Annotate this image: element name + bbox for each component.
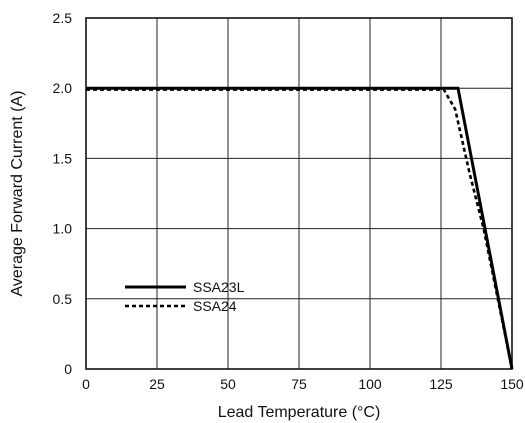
y-tick-label: 1.5 [53, 150, 73, 166]
grid [85, 17, 513, 370]
y-tick-label: 2.0 [53, 80, 73, 96]
x-tick-label: 125 [429, 376, 453, 392]
x-tick-labels: 0 25 50 75 100 125 150 [82, 376, 524, 392]
series-line-ssa23l [86, 86, 514, 370]
x-axis-label: Lead Temperature (°C) [218, 404, 381, 421]
y-axis-label: Average Forward Current (A) [9, 91, 26, 297]
series-group [86, 86, 514, 370]
x-tick-label: 100 [358, 376, 382, 392]
x-tick-label: 75 [291, 376, 307, 392]
y-tick-label: 0 [64, 361, 72, 377]
plot-frame [85, 17, 513, 370]
y-tick-labels: 0 0.5 1.0 1.5 2.0 2.5 [53, 10, 73, 377]
x-tick-label: 50 [220, 376, 236, 392]
x-tick-label: 150 [500, 376, 524, 392]
y-tick-label: 1.0 [53, 221, 73, 237]
series-line-ssa24 [86, 88, 514, 370]
legend-label-ssa23l: SSA23L [193, 279, 245, 295]
legend-label-ssa24: SSA24 [193, 298, 237, 314]
legend: SSA23L SSA24 [125, 279, 245, 314]
y-tick-label: 2.5 [53, 10, 73, 26]
y-tick-label: 0.5 [53, 291, 73, 307]
x-tick-label: 0 [82, 376, 90, 392]
x-tick-label: 25 [149, 376, 165, 392]
